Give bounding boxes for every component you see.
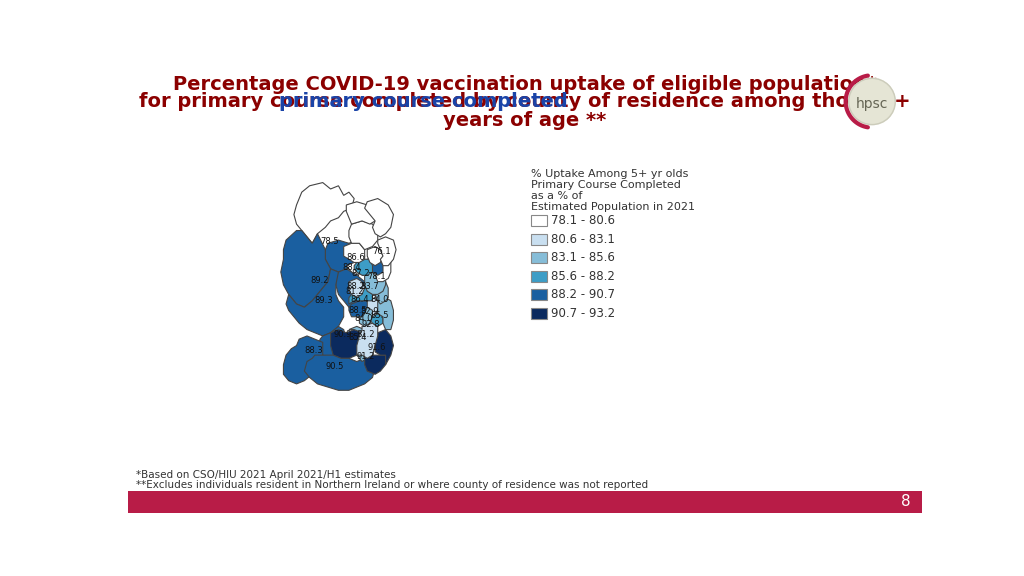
Text: years of age **: years of age ** (443, 112, 606, 131)
Text: for primary course completed by county of residence among those 5+: for primary course completed by county o… (139, 92, 910, 111)
Polygon shape (375, 298, 393, 329)
Bar (531, 271, 547, 282)
Polygon shape (365, 199, 393, 237)
Polygon shape (344, 243, 365, 263)
Text: Percentage COVID-19 vaccination uptake of eligible population*: Percentage COVID-19 vaccination uptake o… (173, 75, 877, 94)
Bar (531, 234, 547, 245)
Polygon shape (359, 307, 373, 327)
Polygon shape (365, 272, 386, 294)
Bar (531, 289, 547, 300)
Text: 90.9: 90.9 (333, 330, 351, 339)
Text: % Uptake Among 5+ yr olds: % Uptake Among 5+ yr olds (531, 169, 688, 179)
Polygon shape (354, 259, 373, 275)
Polygon shape (375, 259, 391, 282)
Circle shape (849, 78, 895, 124)
Text: Primary Course Completed: Primary Course Completed (531, 180, 681, 190)
Polygon shape (331, 329, 368, 358)
Text: 84.0: 84.0 (354, 314, 373, 323)
Polygon shape (349, 301, 368, 317)
Text: 86.6: 86.6 (346, 253, 365, 262)
Polygon shape (368, 256, 383, 275)
Polygon shape (326, 240, 356, 272)
Polygon shape (368, 247, 383, 266)
Polygon shape (370, 313, 383, 327)
Text: 89.3: 89.3 (314, 296, 334, 305)
Polygon shape (349, 278, 365, 298)
Polygon shape (317, 327, 346, 358)
Bar (531, 252, 547, 263)
Text: 90.5: 90.5 (326, 362, 344, 371)
Text: **Excludes individuals resident in Northern Ireland or where county of residence: **Excludes individuals resident in North… (136, 480, 648, 490)
Text: 85.4: 85.4 (349, 333, 368, 342)
Polygon shape (336, 269, 368, 307)
Polygon shape (375, 329, 393, 365)
Bar (128, 491, 922, 513)
Text: 85.6 - 88.2: 85.6 - 88.2 (551, 270, 615, 283)
Bar (531, 215, 547, 226)
Text: 82.9: 82.9 (360, 308, 379, 316)
Polygon shape (375, 282, 388, 304)
Text: 91.6: 91.6 (368, 343, 386, 351)
Text: 88.5: 88.5 (349, 306, 368, 315)
Text: 84.0: 84.0 (371, 295, 389, 304)
Polygon shape (349, 288, 373, 304)
Text: Estimated Population in 2021: Estimated Population in 2021 (531, 202, 695, 211)
Text: 91.2: 91.2 (356, 353, 375, 361)
Text: 88.2: 88.2 (346, 282, 365, 291)
Text: 80.6 - 83.1: 80.6 - 83.1 (551, 233, 615, 246)
Polygon shape (281, 230, 331, 307)
Polygon shape (294, 183, 354, 243)
Text: 76.1: 76.1 (373, 247, 391, 256)
Text: 88.3: 88.3 (304, 346, 323, 355)
Polygon shape (284, 336, 323, 384)
Text: 87.2: 87.2 (351, 269, 370, 278)
Text: 88.2 - 90.7: 88.2 - 90.7 (551, 288, 615, 301)
Text: 8: 8 (901, 494, 910, 509)
Text: 92.8: 92.8 (361, 320, 381, 329)
Text: as a % of: as a % of (531, 191, 583, 201)
Text: 85.5: 85.5 (371, 310, 389, 320)
Text: 78.5: 78.5 (319, 237, 339, 246)
Polygon shape (365, 298, 378, 317)
Text: hpsc: hpsc (856, 97, 888, 111)
Polygon shape (346, 240, 365, 275)
Polygon shape (378, 237, 396, 266)
Polygon shape (304, 355, 375, 391)
Text: 90.7 - 93.2: 90.7 - 93.2 (551, 306, 615, 320)
Text: 78.1: 78.1 (368, 272, 386, 281)
Polygon shape (356, 323, 378, 358)
Polygon shape (286, 269, 344, 336)
Text: primary course completed: primary course completed (279, 92, 567, 111)
Polygon shape (346, 202, 375, 224)
Polygon shape (349, 327, 378, 362)
Polygon shape (349, 221, 378, 249)
Polygon shape (365, 355, 386, 374)
Text: 83.7: 83.7 (360, 282, 379, 291)
Text: 81.2: 81.2 (345, 287, 364, 295)
Text: *Based on CSO/HIU 2021 April 2021/H1 estimates: *Based on CSO/HIU 2021 April 2021/H1 est… (136, 469, 395, 479)
Bar (531, 308, 547, 319)
Text: 89.2: 89.2 (311, 275, 330, 285)
Text: 81.2: 81.2 (356, 330, 375, 339)
Text: 83.1 - 85.6: 83.1 - 85.6 (551, 251, 615, 264)
Text: 88.4: 88.4 (342, 263, 360, 272)
Text: 78.1 - 80.6: 78.1 - 80.6 (551, 214, 615, 228)
Text: 86.4: 86.4 (350, 295, 369, 304)
